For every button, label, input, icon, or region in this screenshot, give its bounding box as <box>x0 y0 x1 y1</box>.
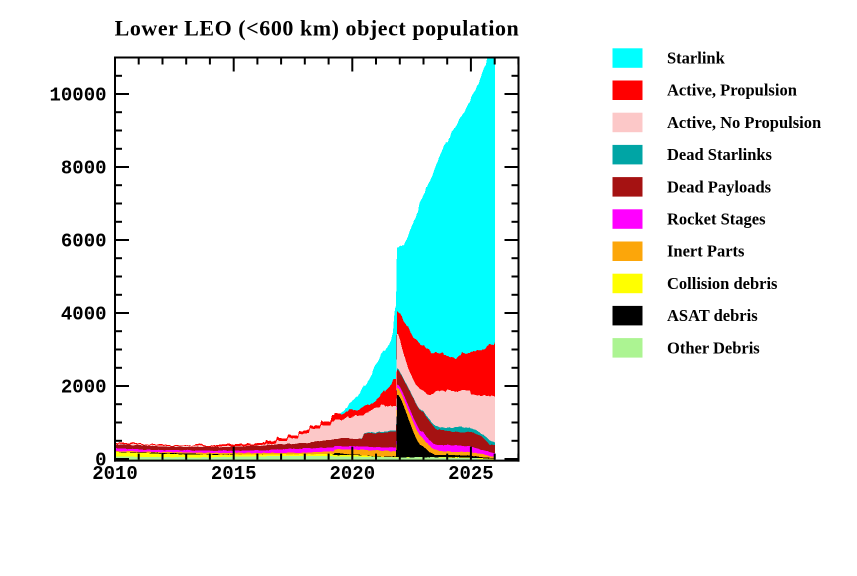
svg-text:Collision debris: Collision debris <box>667 274 778 293</box>
svg-text:Active, No Propulsion: Active, No Propulsion <box>667 113 821 132</box>
svg-text:2025: 2025 <box>448 463 494 485</box>
svg-text:4000: 4000 <box>61 304 107 326</box>
svg-text:2020: 2020 <box>329 463 375 485</box>
svg-text:Rocket Stages: Rocket Stages <box>667 210 766 229</box>
svg-text:2010: 2010 <box>92 463 138 485</box>
svg-text:8000: 8000 <box>61 158 107 180</box>
svg-text:Active, Propulsion: Active, Propulsion <box>667 81 797 100</box>
svg-text:Starlink: Starlink <box>667 49 726 68</box>
svg-text:ASAT debris: ASAT debris <box>667 306 758 325</box>
svg-text:Dead Starlinks: Dead Starlinks <box>667 145 773 164</box>
svg-text:0: 0 <box>95 450 106 472</box>
svg-text:10000: 10000 <box>49 85 106 107</box>
svg-text:6000: 6000 <box>61 231 107 253</box>
svg-text:2000: 2000 <box>61 377 107 399</box>
svg-text:2015: 2015 <box>211 463 257 485</box>
svg-text:Other Debris: Other Debris <box>667 338 760 357</box>
svg-text:Lower LEO (<600 km) object pop: Lower LEO (<600 km) object population <box>115 15 520 40</box>
svg-text:Dead Payloads: Dead Payloads <box>667 177 772 196</box>
svg-text:Inert Parts: Inert Parts <box>667 242 745 261</box>
